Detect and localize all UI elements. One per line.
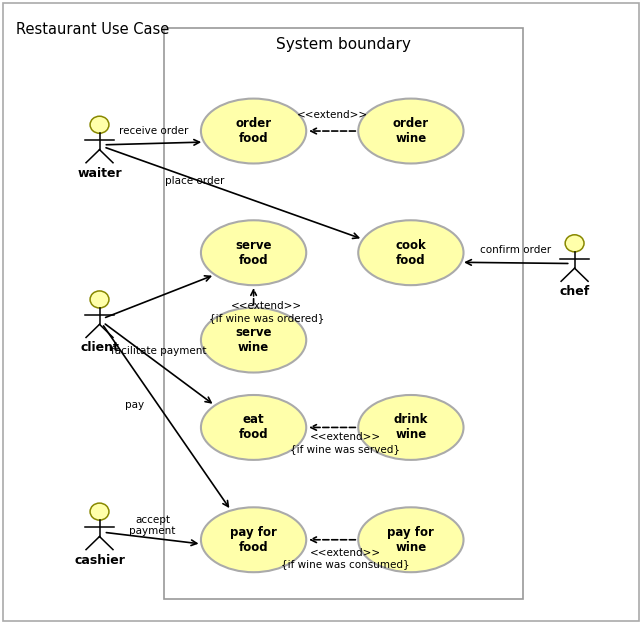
Text: <<extend>>: <<extend>> (297, 110, 368, 120)
Text: order
wine: order wine (393, 117, 429, 145)
Text: confirm order: confirm order (480, 245, 551, 255)
Text: pay for
food: pay for food (230, 526, 277, 553)
Bar (164, 28, 523, 599)
Text: Restaurant Use Case: Restaurant Use Case (16, 22, 169, 37)
Text: chef: chef (559, 285, 590, 298)
Text: receive order: receive order (119, 126, 189, 136)
Text: pay: pay (125, 399, 144, 409)
Ellipse shape (90, 503, 109, 520)
Text: drink
wine: drink wine (394, 414, 428, 441)
Ellipse shape (90, 291, 109, 308)
Text: cook
food: cook food (395, 239, 426, 266)
Text: cashier: cashier (74, 553, 125, 567)
Ellipse shape (358, 507, 464, 572)
Ellipse shape (201, 507, 306, 572)
Text: place order: place order (165, 175, 224, 185)
Text: System boundary: System boundary (276, 37, 411, 52)
Ellipse shape (358, 99, 464, 163)
Ellipse shape (201, 99, 306, 163)
Text: client: client (80, 341, 119, 354)
Text: <<extend>>
{if wine was consumed}: <<extend>> {if wine was consumed} (281, 548, 410, 569)
Text: accept
payment: accept payment (129, 515, 176, 537)
Ellipse shape (565, 235, 584, 252)
Ellipse shape (201, 308, 306, 373)
Ellipse shape (201, 220, 306, 285)
Ellipse shape (358, 395, 464, 460)
Ellipse shape (90, 116, 109, 134)
Ellipse shape (201, 395, 306, 460)
Text: eat
food: eat food (239, 414, 268, 441)
Text: <<extend>>
{if wine was served}: <<extend>> {if wine was served} (290, 432, 400, 454)
Text: pay for
wine: pay for wine (387, 526, 435, 553)
Text: serve
wine: serve wine (236, 326, 272, 354)
Text: <<extend>>
{if wine was ordered}: <<extend>> {if wine was ordered} (209, 301, 324, 323)
Text: serve
food: serve food (236, 239, 272, 266)
Text: waiter: waiter (77, 167, 122, 180)
Text: facilitate payment: facilitate payment (111, 346, 207, 356)
Ellipse shape (358, 220, 464, 285)
Text: order
food: order food (236, 117, 272, 145)
